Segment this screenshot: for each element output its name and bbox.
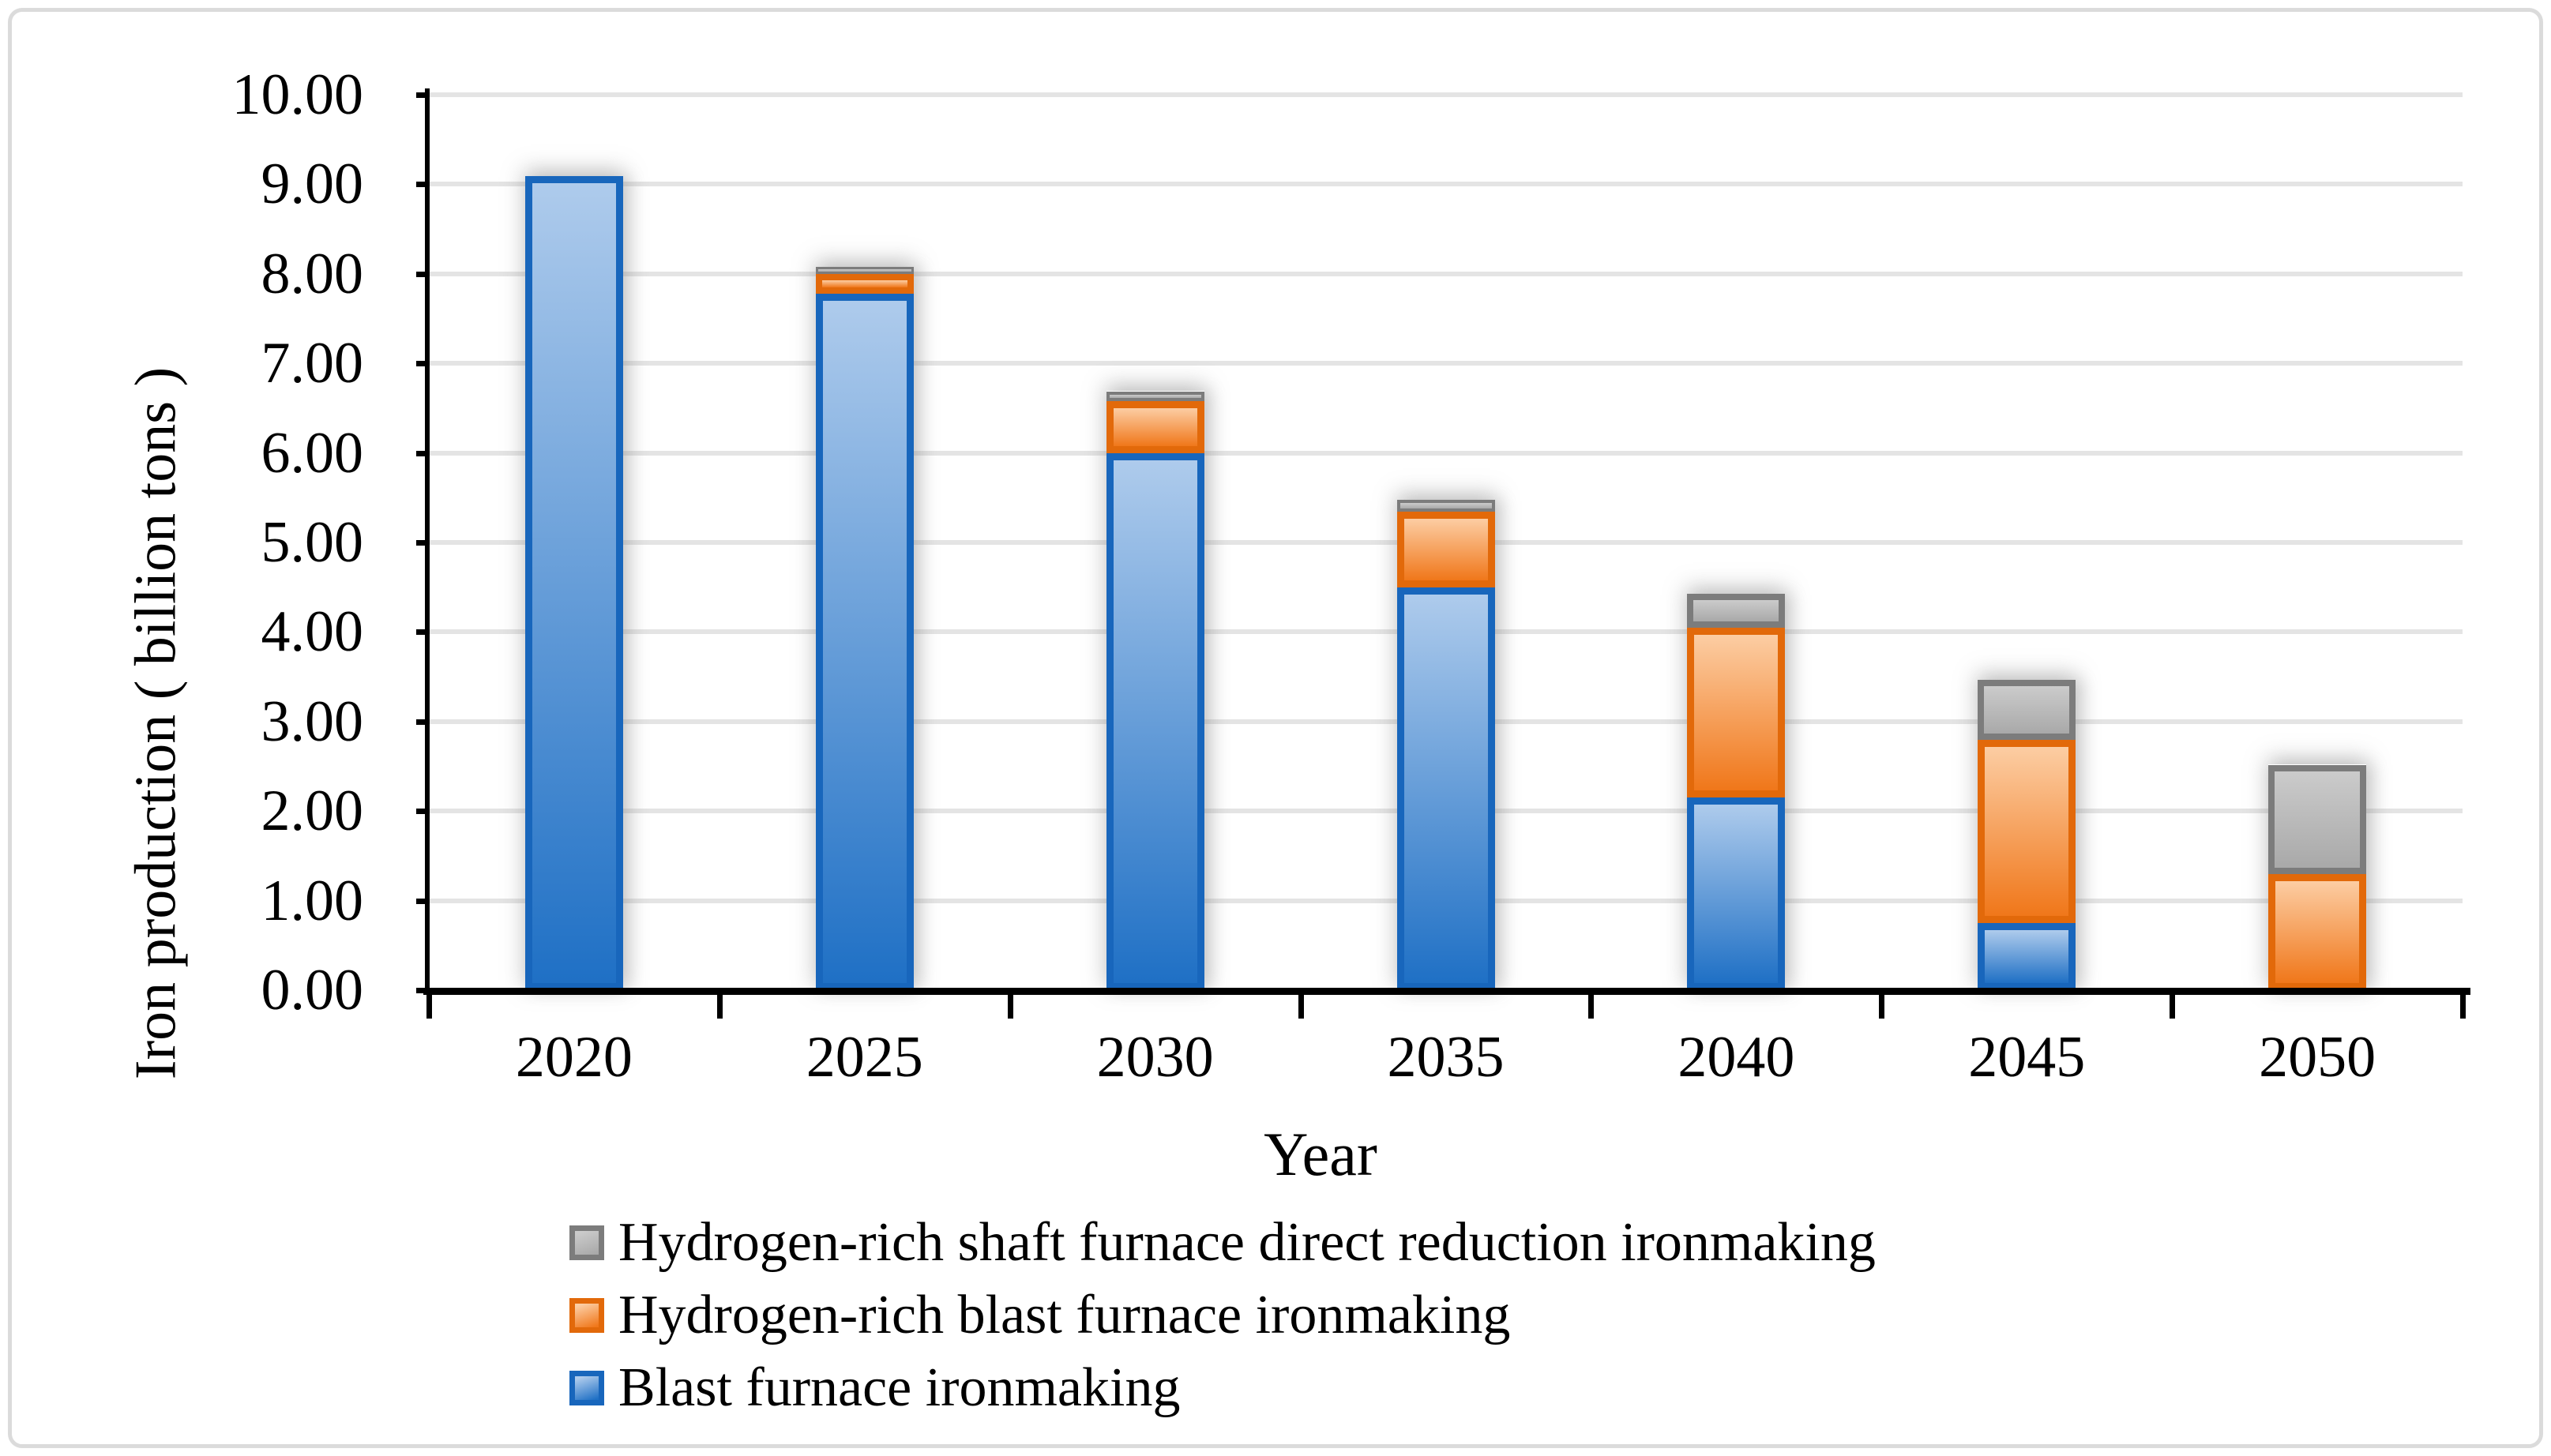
- gridline: [429, 182, 2463, 187]
- x-tick-label-2035: 2035: [1387, 1025, 1505, 1090]
- y-tick-label: 8.00: [261, 241, 364, 306]
- legend-item-hydrogen-blast-furnace: Hydrogen-rich blast furnace ironmaking: [569, 1279, 1876, 1352]
- x-tick-label-2040: 2040: [1677, 1025, 1795, 1090]
- bar-segment-2045-series0: [1978, 923, 2076, 990]
- x-axis-tick: [1298, 995, 1304, 1019]
- gridline: [429, 271, 2463, 276]
- bar-segment-2040-series2: [1687, 594, 1786, 628]
- x-axis-tick: [426, 995, 432, 1019]
- y-tick-label: 7.00: [261, 331, 364, 396]
- y-axis-tick: [416, 540, 429, 546]
- legend-item-hydrogen-shaft-furnace: Hydrogen-rich shaft furnace direct reduc…: [569, 1206, 1876, 1279]
- bar-segment-2035-series0: [1396, 587, 1495, 990]
- x-tick-label-2050: 2050: [2259, 1025, 2376, 1090]
- legend-item-blast-furnace: Blast furnace ironmaking: [569, 1352, 1876, 1424]
- bar-segment-2030-series2: [1106, 392, 1204, 401]
- y-tick-label: 5.00: [261, 510, 364, 575]
- x-tick-label-2030: 2030: [1096, 1025, 1214, 1090]
- x-tick-label-2020: 2020: [515, 1025, 633, 1090]
- x-tick-label-2045: 2045: [1968, 1025, 2086, 1090]
- y-axis-tick: [416, 361, 429, 367]
- bar-segment-2040-series0: [1687, 797, 1786, 990]
- y-tick-label: 3.00: [261, 689, 364, 754]
- y-tick-label: 1.00: [261, 868, 364, 933]
- x-axis-tick: [2460, 995, 2466, 1019]
- bar-2025: [815, 267, 914, 990]
- bar-segment-2025-series1: [815, 274, 914, 294]
- y-axis-tick: [416, 450, 429, 456]
- bar-2050: [2268, 764, 2367, 990]
- gridline: [429, 450, 2463, 456]
- y-tick-label: 4.00: [261, 599, 364, 665]
- bar-segment-2050-series1: [2268, 874, 2367, 990]
- legend-swatch-orange-icon: [569, 1298, 604, 1333]
- x-axis-line: [423, 988, 2470, 995]
- bar-2030: [1106, 391, 1204, 990]
- bar-segment-2020-series0: [524, 176, 623, 990]
- y-axis-tick: [416, 629, 429, 636]
- x-axis-tick: [1879, 995, 1885, 1019]
- bar-2035: [1396, 500, 1495, 990]
- y-axis-title: Iron production ( billion tons ): [123, 366, 189, 1080]
- y-tick-label: 6.00: [261, 420, 364, 486]
- y-axis-tick: [416, 719, 429, 725]
- y-tick-label: 9.00: [261, 152, 364, 217]
- gridline: [429, 92, 2463, 97]
- legend-label: Hydrogen-rich blast furnace ironmaking: [618, 1285, 1511, 1345]
- y-axis-tick: [416, 92, 429, 98]
- x-axis-title: Year: [1264, 1120, 1377, 1188]
- legend-label: Blast furnace ironmaking: [618, 1357, 1181, 1418]
- x-axis-tick: [1007, 995, 1013, 1019]
- x-axis-tick: [2170, 995, 2176, 1019]
- bar-segment-2045-series2: [1978, 680, 2076, 740]
- bar-segment-2050-series2: [2268, 765, 2367, 874]
- bar-segment-2035-series2: [1396, 500, 1495, 512]
- y-axis-tick: [416, 898, 429, 904]
- gridline: [429, 361, 2463, 366]
- bar-segment-2030-series0: [1106, 453, 1204, 990]
- y-tick-label: 10.00: [231, 62, 364, 127]
- legend-swatch-blue-icon: [569, 1371, 604, 1405]
- y-axis-tick: [416, 182, 429, 188]
- y-axis-tick: [416, 809, 429, 815]
- x-tick-label-2025: 2025: [806, 1025, 923, 1090]
- x-axis-tick: [716, 995, 723, 1019]
- bar-segment-2040-series1: [1687, 628, 1786, 797]
- legend-label: Hydrogen-rich shaft furnace direct reduc…: [618, 1212, 1876, 1273]
- bar-segment-2045-series1: [1978, 740, 2076, 923]
- legend-swatch-gray-icon: [569, 1225, 604, 1260]
- y-axis-tick: [416, 271, 429, 277]
- bar-segment-2030-series1: [1106, 401, 1204, 453]
- bar-2020: [524, 176, 623, 990]
- bar-segment-2025-series0: [815, 294, 914, 990]
- bar-2040: [1687, 594, 1786, 990]
- bar-segment-2035-series1: [1396, 512, 1495, 587]
- y-tick-label: 0.00: [261, 958, 364, 1023]
- y-axis-tick: [416, 988, 429, 993]
- y-tick-label: 2.00: [261, 779, 364, 844]
- x-axis-tick: [1588, 995, 1595, 1019]
- bar-segment-2025-series2: [815, 267, 914, 274]
- bar-2045: [1978, 680, 2076, 990]
- legend: Hydrogen-rich shaft furnace direct reduc…: [569, 1206, 1876, 1424]
